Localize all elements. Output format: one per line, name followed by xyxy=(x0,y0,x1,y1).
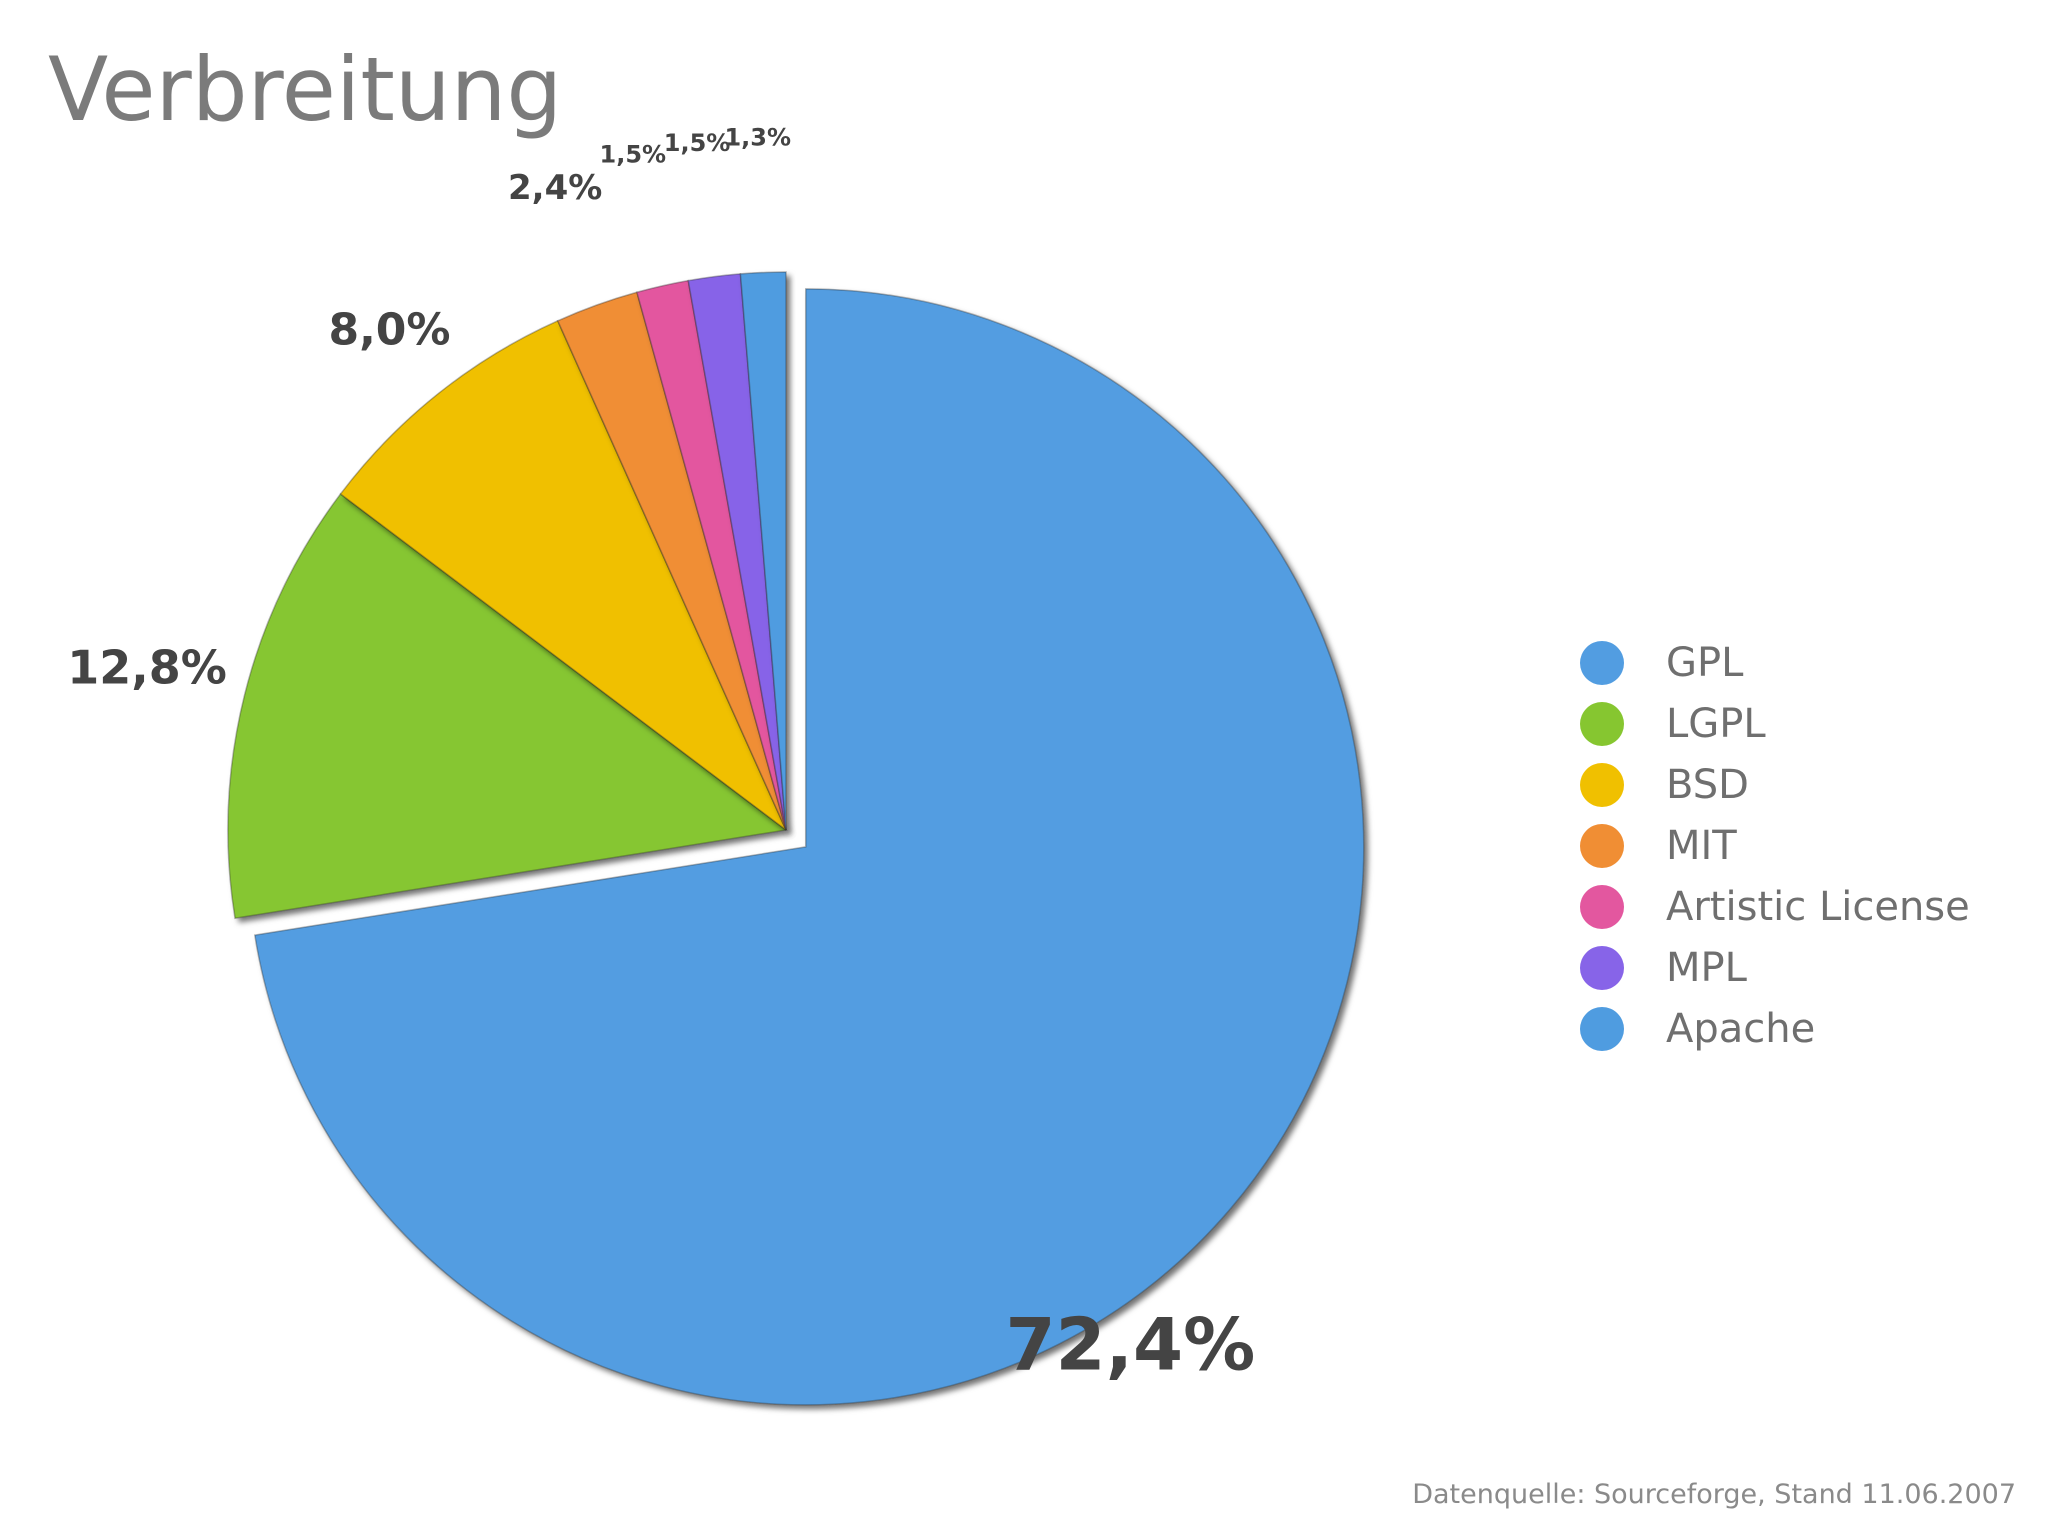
legend-swatch xyxy=(1580,701,1624,746)
legend-label: GPL xyxy=(1666,639,1744,686)
slice-label-apache: 1,3% xyxy=(724,124,791,152)
chart-title: Verbreitung xyxy=(48,38,563,141)
legend: GPL LGPL BSD MIT Artistic License MPL Apache xyxy=(1580,632,2020,1059)
slice-label-bsd: 8,0% xyxy=(328,305,450,356)
pie-slice-gpl xyxy=(253,288,1365,1406)
legend-label: MPL xyxy=(1666,944,1747,991)
legend-item: GPL xyxy=(1580,632,2020,693)
pie-labels: 72,4%12,8%8,0%2,4%1,5%1,5%1,3% xyxy=(67,124,1255,1387)
slice-label-gpl: 72,4% xyxy=(1005,1302,1255,1386)
slice-label-mit: 2,4% xyxy=(508,168,602,208)
legend-label: Apache xyxy=(1666,1005,1816,1052)
legend-swatch xyxy=(1580,640,1624,685)
legend-item: Artistic License xyxy=(1580,876,2020,937)
legend-item: MPL xyxy=(1580,937,2020,998)
legend-item: LGPL xyxy=(1580,693,2020,754)
slice-label-artistic-license: 1,5% xyxy=(600,140,667,168)
legend-label: BSD xyxy=(1666,761,1749,808)
legend-item: Apache xyxy=(1580,998,2020,1059)
legend-label: Artistic License xyxy=(1666,883,1970,930)
legend-swatch xyxy=(1580,945,1624,990)
legend-swatch xyxy=(1580,1006,1624,1051)
legend-item: BSD xyxy=(1580,754,2020,815)
pie-slice-lgpl xyxy=(227,492,788,920)
legend-label: LGPL xyxy=(1666,700,1766,747)
pie-slice-apache xyxy=(739,271,787,831)
pie-slice-bsd xyxy=(339,319,787,831)
legend-item: MIT xyxy=(1580,815,2020,876)
pie-slices xyxy=(227,271,1365,1406)
slice-label-lgpl: 12,8% xyxy=(67,641,227,695)
slice-label-mpl: 1,5% xyxy=(664,129,731,157)
legend-label: MIT xyxy=(1666,822,1737,869)
legend-swatch xyxy=(1580,762,1624,807)
data-source-note: Datenquelle: Sourceforge, Stand 11.06.20… xyxy=(1412,1479,2016,1510)
legend-swatch xyxy=(1580,823,1624,868)
legend-swatch xyxy=(1580,884,1624,929)
